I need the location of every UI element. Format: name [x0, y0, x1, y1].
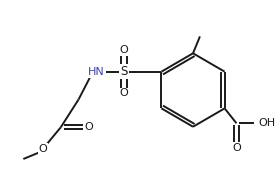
- Text: OH: OH: [258, 118, 275, 128]
- Text: O: O: [39, 144, 47, 154]
- Text: HN: HN: [88, 67, 105, 77]
- Text: O: O: [120, 45, 128, 55]
- Text: S: S: [120, 65, 128, 78]
- Text: O: O: [120, 88, 128, 98]
- Text: O: O: [232, 143, 241, 153]
- Text: O: O: [84, 122, 93, 132]
